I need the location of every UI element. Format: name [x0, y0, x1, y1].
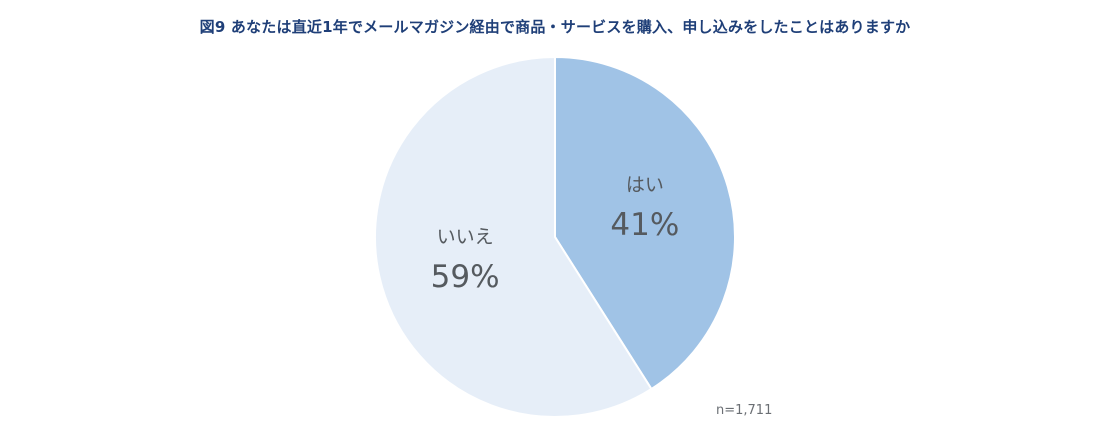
pie-slices — [374, 55, 736, 418]
pie-slice-1 — [374, 55, 653, 418]
slice-label-1: いいえ — [437, 226, 494, 248]
slice-value-1: 59% — [431, 259, 500, 295]
slice-value-0: 41% — [610, 207, 679, 243]
pie-labels: はい 41% いいえ 59% — [431, 174, 680, 295]
slice-label-0: はい — [626, 174, 664, 196]
sample-size-note: n=1,711 — [716, 403, 773, 418]
pie-slice-0 — [554, 55, 736, 391]
chart-title: 図9 あなたは直近1年でメールマガジン経由で商品・サービスを購入、申し込みをした… — [199, 18, 911, 36]
